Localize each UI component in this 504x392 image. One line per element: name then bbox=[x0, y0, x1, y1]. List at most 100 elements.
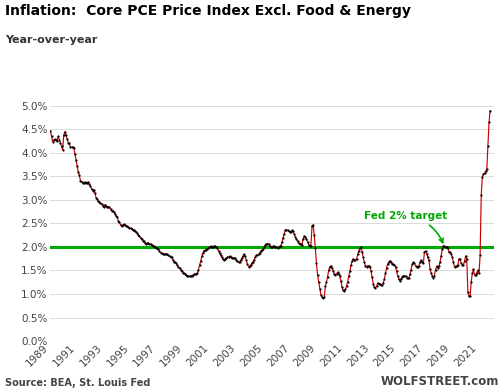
Point bbox=[325, 267, 333, 273]
Point bbox=[109, 208, 117, 214]
Point bbox=[149, 243, 157, 249]
Point bbox=[414, 264, 422, 270]
Point bbox=[124, 224, 133, 230]
Point bbox=[144, 240, 152, 246]
Point bbox=[233, 258, 241, 264]
Point bbox=[181, 270, 189, 277]
Point bbox=[370, 284, 379, 290]
Point bbox=[278, 239, 286, 245]
Point bbox=[224, 254, 232, 260]
Point bbox=[152, 245, 160, 251]
Point bbox=[258, 247, 266, 253]
Point bbox=[263, 241, 271, 247]
Point bbox=[484, 143, 492, 149]
Point bbox=[102, 202, 110, 209]
Point bbox=[137, 235, 145, 241]
Point bbox=[337, 278, 345, 285]
Point bbox=[219, 256, 227, 262]
Text: WOLFSTREET.com: WOLFSTREET.com bbox=[381, 375, 499, 388]
Point bbox=[432, 263, 440, 269]
Point bbox=[415, 263, 423, 269]
Point bbox=[103, 204, 111, 211]
Point bbox=[183, 272, 192, 279]
Point bbox=[299, 236, 307, 242]
Point bbox=[80, 180, 88, 186]
Point bbox=[443, 244, 451, 250]
Point bbox=[77, 178, 85, 184]
Point bbox=[334, 269, 342, 276]
Point bbox=[232, 257, 240, 263]
Point bbox=[47, 133, 55, 139]
Point bbox=[376, 281, 384, 287]
Point bbox=[174, 263, 182, 270]
Point bbox=[92, 194, 100, 201]
Point bbox=[362, 263, 370, 270]
Point bbox=[453, 263, 461, 269]
Point bbox=[168, 254, 176, 260]
Point bbox=[416, 259, 424, 265]
Text: Source: BEA, St. Louis Fed: Source: BEA, St. Louis Fed bbox=[5, 378, 150, 388]
Point bbox=[486, 107, 494, 114]
Point bbox=[361, 263, 369, 269]
Point bbox=[51, 136, 59, 142]
Point bbox=[259, 246, 267, 252]
Point bbox=[310, 232, 318, 238]
Point bbox=[79, 180, 87, 186]
Point bbox=[320, 294, 328, 300]
Point bbox=[260, 244, 268, 250]
Point bbox=[188, 272, 196, 279]
Point bbox=[226, 253, 234, 260]
Point bbox=[130, 227, 138, 233]
Text: Fed 2% target: Fed 2% target bbox=[364, 211, 448, 243]
Point bbox=[467, 279, 475, 285]
Point bbox=[247, 262, 255, 268]
Point bbox=[360, 260, 368, 266]
Point bbox=[172, 260, 180, 267]
Point bbox=[452, 263, 460, 269]
Point bbox=[333, 270, 341, 277]
Point bbox=[269, 243, 277, 250]
Point bbox=[237, 257, 245, 263]
Point bbox=[372, 283, 381, 289]
Point bbox=[365, 263, 373, 269]
Point bbox=[186, 273, 195, 279]
Point bbox=[394, 273, 402, 279]
Point bbox=[293, 238, 301, 245]
Point bbox=[407, 267, 415, 273]
Point bbox=[420, 249, 428, 255]
Point bbox=[444, 245, 452, 252]
Point bbox=[434, 265, 442, 271]
Point bbox=[384, 261, 392, 267]
Point bbox=[50, 136, 58, 143]
Point bbox=[216, 250, 224, 256]
Point bbox=[303, 239, 311, 245]
Point bbox=[195, 267, 203, 273]
Point bbox=[313, 272, 322, 278]
Point bbox=[381, 276, 389, 282]
Point bbox=[182, 272, 190, 278]
Point bbox=[338, 284, 346, 290]
Point bbox=[100, 203, 108, 210]
Point bbox=[285, 228, 293, 234]
Point bbox=[327, 263, 335, 269]
Point bbox=[382, 270, 390, 276]
Point bbox=[60, 132, 68, 138]
Point bbox=[466, 293, 474, 299]
Point bbox=[389, 261, 397, 267]
Point bbox=[217, 252, 225, 259]
Point bbox=[450, 259, 458, 265]
Point bbox=[184, 273, 193, 279]
Point bbox=[345, 273, 353, 279]
Point bbox=[200, 248, 208, 254]
Point bbox=[143, 240, 151, 246]
Point bbox=[440, 243, 449, 250]
Point bbox=[180, 270, 188, 276]
Point bbox=[302, 236, 310, 242]
Point bbox=[159, 250, 167, 257]
Point bbox=[367, 268, 375, 274]
Point bbox=[261, 242, 269, 248]
Point bbox=[405, 275, 413, 281]
Point bbox=[339, 287, 347, 293]
Point bbox=[388, 261, 396, 267]
Point bbox=[436, 259, 444, 265]
